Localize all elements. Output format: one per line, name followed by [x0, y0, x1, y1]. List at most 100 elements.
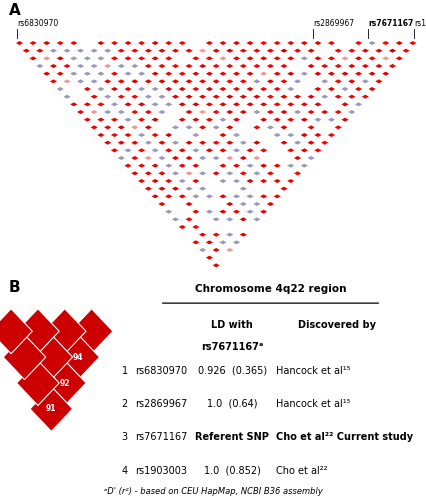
Polygon shape	[240, 218, 247, 222]
Polygon shape	[165, 41, 173, 45]
Polygon shape	[335, 48, 342, 52]
Polygon shape	[131, 156, 138, 160]
Polygon shape	[124, 87, 132, 91]
Polygon shape	[131, 48, 138, 52]
Text: 1.0  (0.64): 1.0 (0.64)	[207, 399, 257, 409]
Polygon shape	[138, 41, 145, 45]
Polygon shape	[213, 232, 220, 236]
Polygon shape	[185, 80, 193, 84]
Polygon shape	[226, 218, 233, 222]
Polygon shape	[314, 148, 322, 152]
Polygon shape	[77, 94, 84, 98]
Polygon shape	[131, 94, 138, 98]
Polygon shape	[294, 110, 301, 114]
Polygon shape	[273, 72, 281, 76]
Polygon shape	[145, 48, 152, 52]
Polygon shape	[111, 56, 118, 60]
Polygon shape	[206, 118, 213, 122]
Polygon shape	[240, 48, 247, 52]
Polygon shape	[247, 210, 254, 214]
Polygon shape	[247, 118, 254, 122]
Polygon shape	[267, 126, 274, 130]
Polygon shape	[314, 102, 322, 106]
Polygon shape	[206, 72, 213, 76]
Polygon shape	[335, 64, 342, 68]
Polygon shape	[206, 148, 213, 152]
Polygon shape	[273, 164, 281, 168]
Polygon shape	[219, 72, 227, 76]
Polygon shape	[77, 110, 84, 114]
Polygon shape	[192, 148, 199, 152]
Polygon shape	[362, 48, 369, 52]
Polygon shape	[301, 41, 308, 45]
Text: 1.0  (0.852): 1.0 (0.852)	[204, 466, 261, 475]
Polygon shape	[36, 64, 43, 68]
Polygon shape	[30, 334, 72, 380]
Polygon shape	[91, 64, 98, 68]
Polygon shape	[178, 41, 186, 45]
Polygon shape	[233, 240, 240, 244]
Polygon shape	[247, 41, 254, 45]
Text: B: B	[9, 280, 20, 294]
Polygon shape	[165, 87, 173, 91]
Polygon shape	[172, 80, 179, 84]
Polygon shape	[185, 186, 193, 190]
Polygon shape	[206, 164, 213, 168]
Polygon shape	[104, 48, 111, 52]
Polygon shape	[111, 41, 118, 45]
Polygon shape	[192, 72, 199, 76]
Polygon shape	[57, 41, 64, 45]
Polygon shape	[206, 225, 213, 229]
Polygon shape	[70, 72, 78, 76]
Polygon shape	[348, 80, 355, 84]
Polygon shape	[389, 64, 396, 68]
Polygon shape	[124, 56, 132, 60]
Polygon shape	[267, 48, 274, 52]
Polygon shape	[124, 72, 132, 76]
Polygon shape	[199, 140, 206, 144]
Polygon shape	[240, 64, 247, 68]
Polygon shape	[145, 186, 152, 190]
Polygon shape	[213, 172, 220, 175]
Polygon shape	[294, 94, 301, 98]
Polygon shape	[294, 64, 301, 68]
Polygon shape	[165, 210, 173, 214]
Polygon shape	[294, 126, 301, 130]
Polygon shape	[178, 133, 186, 137]
Polygon shape	[301, 72, 308, 76]
Polygon shape	[321, 110, 328, 114]
Text: Cho et al²²: Cho et al²²	[276, 466, 328, 475]
Polygon shape	[206, 133, 213, 137]
Polygon shape	[172, 110, 179, 114]
Polygon shape	[335, 110, 342, 114]
Polygon shape	[118, 126, 125, 130]
Polygon shape	[294, 140, 301, 144]
Text: 2: 2	[121, 399, 128, 409]
Polygon shape	[240, 126, 247, 130]
Polygon shape	[50, 80, 57, 84]
Polygon shape	[192, 225, 199, 229]
Polygon shape	[328, 41, 335, 45]
Polygon shape	[260, 118, 267, 122]
Polygon shape	[233, 194, 240, 198]
Polygon shape	[267, 186, 274, 190]
Polygon shape	[362, 94, 369, 98]
Text: A: A	[9, 3, 20, 18]
Polygon shape	[301, 102, 308, 106]
Polygon shape	[158, 202, 166, 206]
Polygon shape	[287, 179, 294, 183]
Polygon shape	[104, 140, 111, 144]
Polygon shape	[152, 41, 159, 45]
Polygon shape	[287, 148, 294, 152]
Polygon shape	[273, 87, 281, 91]
Polygon shape	[375, 48, 383, 52]
Polygon shape	[118, 80, 125, 84]
Polygon shape	[226, 80, 233, 84]
Text: rs2869967: rs2869967	[313, 19, 354, 28]
Polygon shape	[172, 156, 179, 160]
Polygon shape	[124, 164, 132, 168]
Polygon shape	[368, 41, 376, 45]
Polygon shape	[84, 102, 91, 106]
Polygon shape	[17, 308, 59, 354]
Polygon shape	[273, 148, 281, 152]
